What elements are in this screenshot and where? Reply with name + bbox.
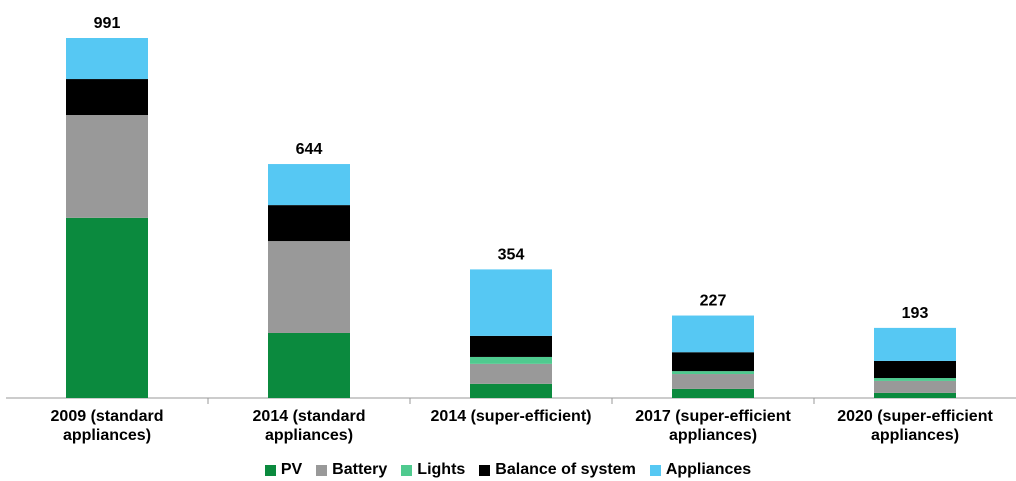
bar-segment <box>672 371 754 375</box>
x-tick-label: 2020 (super-efficient appliances) <box>837 408 993 444</box>
legend-item: PV <box>264 460 303 480</box>
bar-segment <box>672 374 754 389</box>
total-label: 193 <box>902 305 929 322</box>
bar-segment <box>268 241 350 333</box>
total-label: 991 <box>94 15 121 32</box>
bar-segment <box>874 392 956 398</box>
legend-item: Battery <box>316 460 387 480</box>
bar-segment <box>66 115 148 218</box>
bar-segment <box>66 217 148 398</box>
bar-segment <box>268 205 350 242</box>
bar-segment <box>470 335 552 357</box>
bar-segment <box>268 164 350 206</box>
legend-swatch <box>401 464 413 476</box>
legend-label: Appliances <box>665 461 752 478</box>
bar-segment <box>470 356 552 364</box>
bar-segment <box>874 360 956 379</box>
x-tick-label: 2017 (super-efficient appliances) <box>635 408 791 444</box>
legend-label: Balance of system <box>495 461 636 478</box>
legend-swatch <box>649 464 661 476</box>
x-tick-label: 2014 (super-efficient) <box>430 408 592 425</box>
legend: PV Battery Lights Balance of system Applianc… <box>0 460 1016 480</box>
legend-label: Lights <box>417 461 466 478</box>
legend-item: Balance of system <box>479 460 636 480</box>
total-label: 227 <box>700 293 727 310</box>
legend-item: Lights <box>401 460 465 480</box>
legend-swatch <box>316 464 328 476</box>
bar-segment <box>874 378 956 381</box>
bar-segment <box>672 388 754 398</box>
x-tick-label: 2014 (standard appliances) <box>252 408 366 444</box>
legend-swatch <box>479 464 491 476</box>
bar-segment <box>672 352 754 372</box>
bar-segment <box>66 38 148 80</box>
bar-segment <box>470 383 552 398</box>
bar-segment <box>874 380 956 393</box>
bar-segment <box>470 269 552 336</box>
legend-label: Battery <box>332 461 388 478</box>
x-tick-label: 2009 (standard appliances) <box>50 408 164 444</box>
total-label: 644 <box>296 141 323 158</box>
total-label: 354 <box>498 246 525 263</box>
legend-item: Appliances <box>649 460 752 480</box>
bar-segment <box>470 363 552 384</box>
bar-segment <box>268 332 350 398</box>
bar-segment <box>672 315 754 353</box>
legend-swatch <box>264 464 276 476</box>
bar-segment <box>66 79 148 116</box>
bar-segment <box>874 327 956 361</box>
legend-label: PV <box>280 461 303 478</box>
